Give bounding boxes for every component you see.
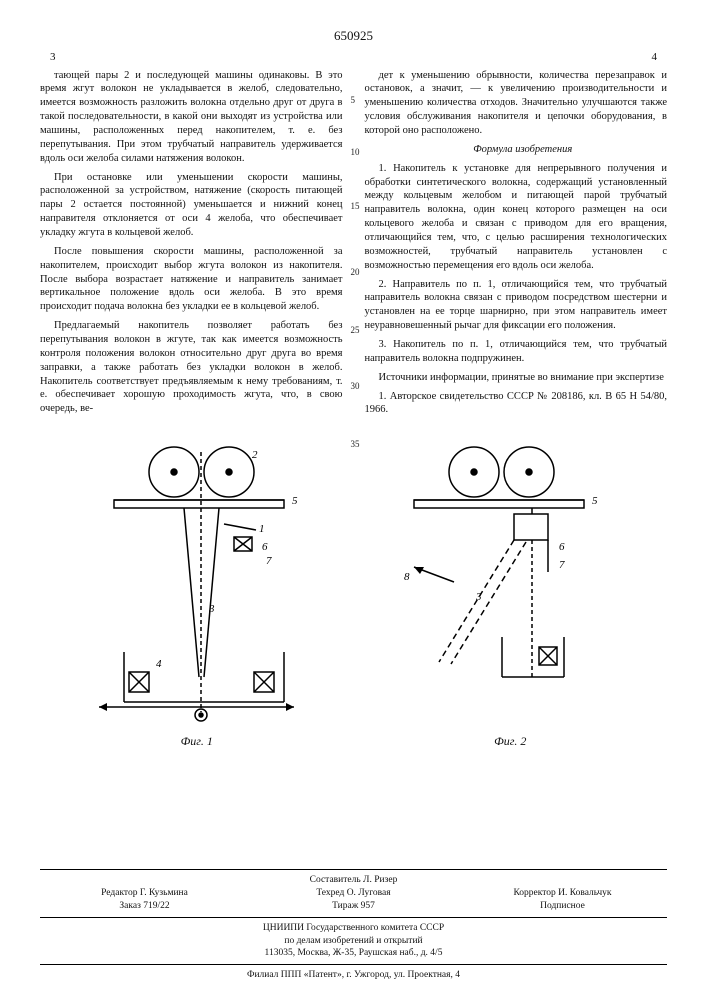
- page-number-right: 4: [365, 50, 668, 65]
- paragraph: тающей пары 2 и последующей машины оди­н…: [40, 69, 343, 166]
- figures-block: 5 2 1 6 7 3: [40, 432, 667, 749]
- figures-svg: 5 2 1 6 7 3: [54, 432, 654, 732]
- page-number-left: 3: [40, 50, 343, 65]
- fig2-label: Фиг. 2: [494, 734, 526, 749]
- formula-heading: Формула изобретения: [365, 143, 668, 157]
- line-mark: 20: [351, 268, 360, 277]
- svg-text:7: 7: [559, 559, 565, 571]
- svg-text:2: 2: [252, 449, 258, 461]
- svg-text:3: 3: [475, 591, 482, 603]
- line-mark: 15: [351, 202, 360, 211]
- fig1: 5 2 1 6 7 3: [99, 447, 298, 721]
- svg-text:4: 4: [156, 658, 162, 670]
- right-column: 5 10 15 20 25 30 35 4 дет к уменьшению о…: [365, 50, 668, 422]
- addr-line2: Филиал ППП «Патент», г. Ужгород, ул. Про…: [40, 969, 667, 982]
- techred: Техред О. Луговая: [249, 887, 458, 900]
- patent-page: 650925 3 тающей пары 2 и последующей маш…: [0, 0, 707, 1000]
- line-mark: 10: [351, 148, 360, 157]
- footer-block: Составитель Л. Ризер Редактор Г. Кузьмин…: [40, 865, 667, 982]
- fig1-label: Фиг. 1: [181, 734, 213, 749]
- line-mark: 5: [351, 96, 356, 105]
- line-mark: 25: [351, 326, 360, 335]
- editor: Редактор Г. Кузьмина: [40, 887, 249, 900]
- signed: Подписное: [458, 900, 667, 913]
- svg-text:7: 7: [266, 555, 272, 567]
- claim: 1. Накопитель к установке для непрерыв­н…: [365, 162, 668, 273]
- line-mark: 30: [351, 382, 360, 391]
- svg-text:5: 5: [292, 495, 298, 507]
- org-line1: ЦНИИПИ Государственного комитета СССР: [40, 922, 667, 935]
- fig2: 5 6 7 8 3: [404, 447, 598, 677]
- paragraph: После повышения скорости машины, рас­пол…: [40, 245, 343, 314]
- svg-text:6: 6: [559, 541, 565, 553]
- addr-line1: 113035, Москва, Ж-35, Раушская наб., д. …: [40, 947, 667, 960]
- tirazh: Тираж 957: [249, 900, 458, 913]
- line-mark: 35: [351, 440, 360, 449]
- sources-item: 1. Авторское свидетельство СССР № 208186…: [365, 390, 668, 418]
- svg-text:6: 6: [262, 541, 268, 553]
- svg-text:1: 1: [259, 523, 265, 535]
- compiler-line: Составитель Л. Ризер: [40, 874, 667, 887]
- two-column-body: 3 тающей пары 2 и последующей машины оди…: [40, 50, 667, 422]
- patent-number: 650925: [40, 28, 667, 44]
- corrector: Корректор И. Ковальчук: [458, 887, 667, 900]
- left-column: 3 тающей пары 2 и последующей машины оди…: [40, 50, 343, 422]
- org-line2: по делам изобретений и открытий: [40, 935, 667, 948]
- sources-heading: Источники информации, принятые во вни­ма…: [365, 371, 668, 385]
- svg-text:5: 5: [592, 495, 598, 507]
- svg-text:8: 8: [404, 571, 410, 583]
- svg-text:3: 3: [208, 603, 215, 615]
- order: Заказ 719/22: [40, 900, 249, 913]
- paragraph: При остановке или уменьшении скорости ма…: [40, 171, 343, 240]
- claim: 3. Накопитель по п. 1, отличающийся тем,…: [365, 338, 668, 366]
- paragraph: Предлагаемый накопитель позволяет ра­бот…: [40, 319, 343, 416]
- paragraph: дет к уменьшению обрывности, количества …: [365, 69, 668, 138]
- claim: 2. Направитель по п. 1, отличающийся тем…: [365, 278, 668, 333]
